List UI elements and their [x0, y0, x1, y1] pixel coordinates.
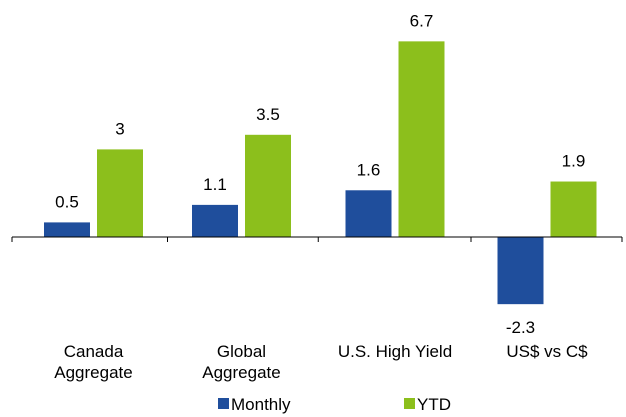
data-label-monthly-2: 1.6 [357, 160, 381, 179]
bar-monthly-2 [345, 190, 392, 237]
data-label-monthly-0: 0.5 [55, 192, 79, 211]
legend: Monthly YTD [218, 395, 451, 414]
category-label-2: U.S. High Yield [338, 342, 452, 361]
category-label-1: Global Aggregate [202, 342, 280, 382]
bar-monthly-3 [497, 237, 544, 305]
category-label-3: US$ vs C$ [506, 342, 588, 361]
data-label-ytd-3: 1.9 [562, 152, 586, 171]
legend-label-ytd: YTD [417, 395, 451, 414]
bars-layer [44, 41, 597, 305]
bar-ytd-0 [97, 149, 143, 237]
axis-layer [11, 236, 623, 242]
data-label-monthly-1: 1.1 [203, 175, 227, 194]
legend-label-monthly: Monthly [231, 395, 291, 414]
category-labels-layer: Canada Aggregate Global Aggregate U.S. High … [54, 342, 588, 382]
legend-swatch-monthly [218, 398, 229, 409]
data-labels-layer: 0.5 1.1 1.6 -2.3 3 3.5 6.7 1.9 [55, 11, 585, 337]
bar-monthly-0 [44, 222, 90, 237]
data-label-ytd-0: 3 [115, 119, 124, 138]
data-label-ytd-2: 6.7 [410, 11, 434, 30]
category-label-0: Canada Aggregate [54, 342, 132, 382]
data-label-ytd-1: 3.5 [256, 105, 280, 124]
data-label-monthly-3: -2.3 [506, 318, 535, 337]
legend-swatch-ytd [404, 398, 415, 409]
bar-ytd-1 [245, 134, 291, 237]
bar-ytd-2 [398, 41, 445, 237]
bar-monthly-1 [192, 204, 238, 237]
bar-ytd-3 [550, 181, 597, 237]
